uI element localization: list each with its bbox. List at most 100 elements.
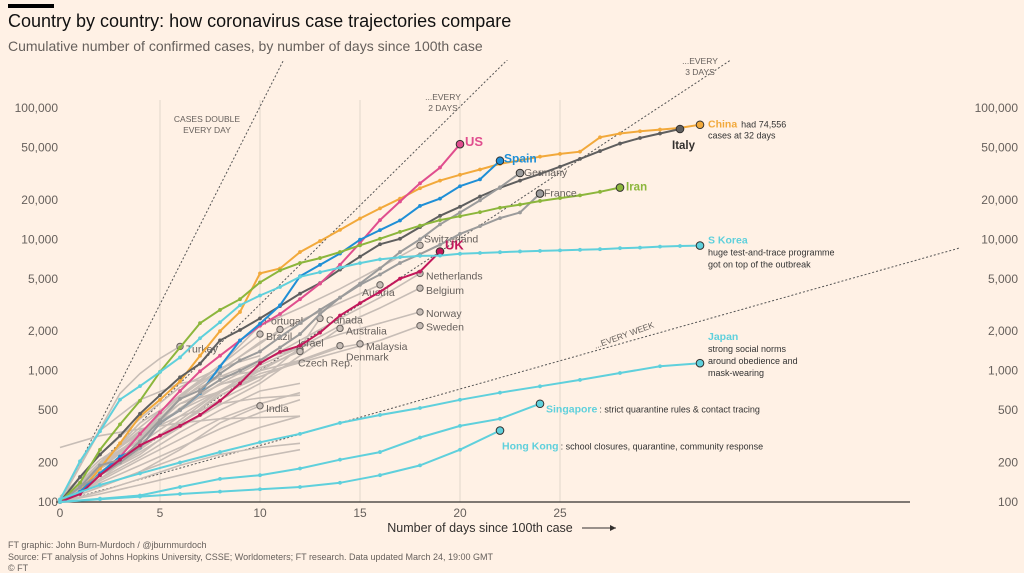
series-point-uk-11 (278, 349, 282, 354)
y-tick-right-10000: 10,000 (981, 232, 1018, 246)
series-point-china-10 (258, 271, 262, 276)
y-tick-right-200: 200 (998, 455, 1018, 469)
y-tick-left-5000: 5,000 (28, 272, 58, 286)
series-label-hong-kong: Hong Kong (502, 441, 559, 453)
series-point-japan-10 (458, 397, 462, 402)
series-point-japan-11 (498, 390, 502, 395)
series-point-italy-10 (258, 316, 262, 321)
series-point-china-9 (238, 310, 242, 314)
series-note-s-korea-1: got on top of the outbreak (708, 260, 811, 270)
series-point-hong-kong-9 (418, 463, 422, 468)
series-point-spain-19 (438, 196, 442, 201)
series-point-us-5 (158, 410, 162, 415)
series-label-singapore: Singapore (546, 404, 598, 416)
series-point-iran-26 (578, 193, 582, 198)
series-endpoint-singapore (535, 399, 545, 409)
series-point-iran-9 (238, 297, 242, 302)
series-point-hong-kong-6 (298, 485, 302, 489)
series-point-uk-12 (298, 343, 302, 348)
series-note-china-1: cases at 32 days (708, 131, 776, 141)
series-point-uk-8 (218, 398, 222, 403)
series-point-france-2 (98, 463, 102, 468)
series-point-japan-12 (538, 384, 542, 389)
credit-line: FT graphic: John Burn-Murdoch / @jburnmu… (8, 540, 207, 550)
series-point-s-korea-31 (678, 244, 682, 248)
x-tick-20: 20 (453, 506, 467, 520)
series-label-japan: Japan (708, 331, 738, 343)
series-point-china-13 (318, 239, 322, 243)
series-point-china-26 (578, 149, 582, 154)
series-point-france-12 (298, 321, 302, 326)
series-line-germany (59, 172, 521, 503)
series-point-hong-kong-10 (458, 447, 462, 452)
series-point-iran-11 (278, 268, 282, 273)
series-point-us-13 (318, 281, 322, 286)
series-point-singapore-8 (378, 450, 382, 454)
series-point-s-korea-14 (338, 265, 342, 270)
series-point-spain-10 (258, 321, 262, 326)
series-point-uk-18 (418, 269, 422, 274)
series-point-s-korea-2 (98, 429, 102, 434)
series-point-france-19 (438, 242, 442, 247)
series-point-us-16 (378, 218, 382, 223)
series-point-uk-15 (358, 301, 362, 305)
series-point-s-korea-13 (318, 270, 322, 275)
series-point-s-korea-5 (158, 370, 162, 374)
series-point-france-17 (398, 261, 402, 265)
series-point-singapore-4 (218, 476, 222, 481)
series-point-germany-19 (438, 222, 442, 227)
series-point-singapore-6 (298, 466, 302, 471)
series-point-s-korea-10 (258, 293, 262, 298)
x-axis-arrow-head (610, 525, 616, 531)
series-note-japan-1: around obedience and (708, 356, 798, 366)
y-tick-right-20000: 20,000 (981, 193, 1018, 207)
series-point-us-14 (338, 262, 342, 267)
series-note-japan-2: mask-wearing (708, 368, 764, 378)
series-point-japan-8 (378, 413, 382, 417)
series-point-us-7 (198, 369, 202, 374)
series-endpoint-malaysia (356, 340, 364, 348)
series-point-italy-8 (218, 338, 222, 343)
series-point-france-14 (338, 295, 342, 300)
series-point-iran-6 (178, 345, 182, 350)
series-point-singapore-5 (258, 473, 262, 478)
y-tick-right-2000: 2,000 (988, 324, 1018, 338)
y-tick-left-50000: 50,000 (21, 141, 58, 155)
x-tick-25: 25 (553, 506, 567, 520)
y-tick-left-200: 200 (38, 455, 58, 469)
series-point-france-20 (458, 231, 462, 236)
series-point-france-21 (478, 224, 482, 229)
series-point-s-korea-4 (138, 384, 142, 388)
series-point-uk-7 (198, 413, 202, 417)
series-line-japan (59, 362, 701, 501)
series-point-hong-kong-3 (178, 492, 182, 496)
series-point-s-korea-12 (298, 274, 302, 279)
series-label-denmark: Denmark (346, 352, 389, 364)
series-point-china-24 (538, 154, 542, 159)
series-point-s-korea-8 (218, 320, 222, 325)
series-point-spain-8 (218, 364, 222, 369)
series-point-spain-18 (418, 204, 422, 208)
series-point-germany-9 (238, 368, 242, 373)
series-note-japan-0: strong social norms (708, 344, 787, 354)
guide-label-1-1: 2 DAYS (428, 103, 458, 113)
series-point-s-korea-24 (538, 249, 542, 253)
series-label-belgium: Belgium (426, 285, 464, 297)
series-point-china-28 (618, 131, 622, 136)
series-point-uk-10 (258, 361, 262, 366)
series-point-germany-6 (178, 408, 182, 413)
series-point-spain-3 (118, 454, 122, 459)
series-point-iran-2 (98, 447, 102, 452)
series-point-hong-kong-4 (218, 489, 222, 494)
y-tick-right-500: 500 (998, 403, 1018, 417)
y-tick-left-100: 100 (38, 495, 58, 509)
series-point-iran-14 (338, 250, 342, 254)
series-point-s-korea-22 (498, 250, 502, 255)
series-point-iran-23 (518, 202, 522, 207)
series-label-netherlands: Netherlands (426, 270, 483, 282)
series-point-china-5 (158, 397, 162, 402)
series-point-iran-25 (558, 196, 562, 201)
series-point-china-30 (658, 127, 662, 132)
series-point-italy-9 (238, 328, 242, 332)
series-label-sweden: Sweden (426, 322, 464, 334)
